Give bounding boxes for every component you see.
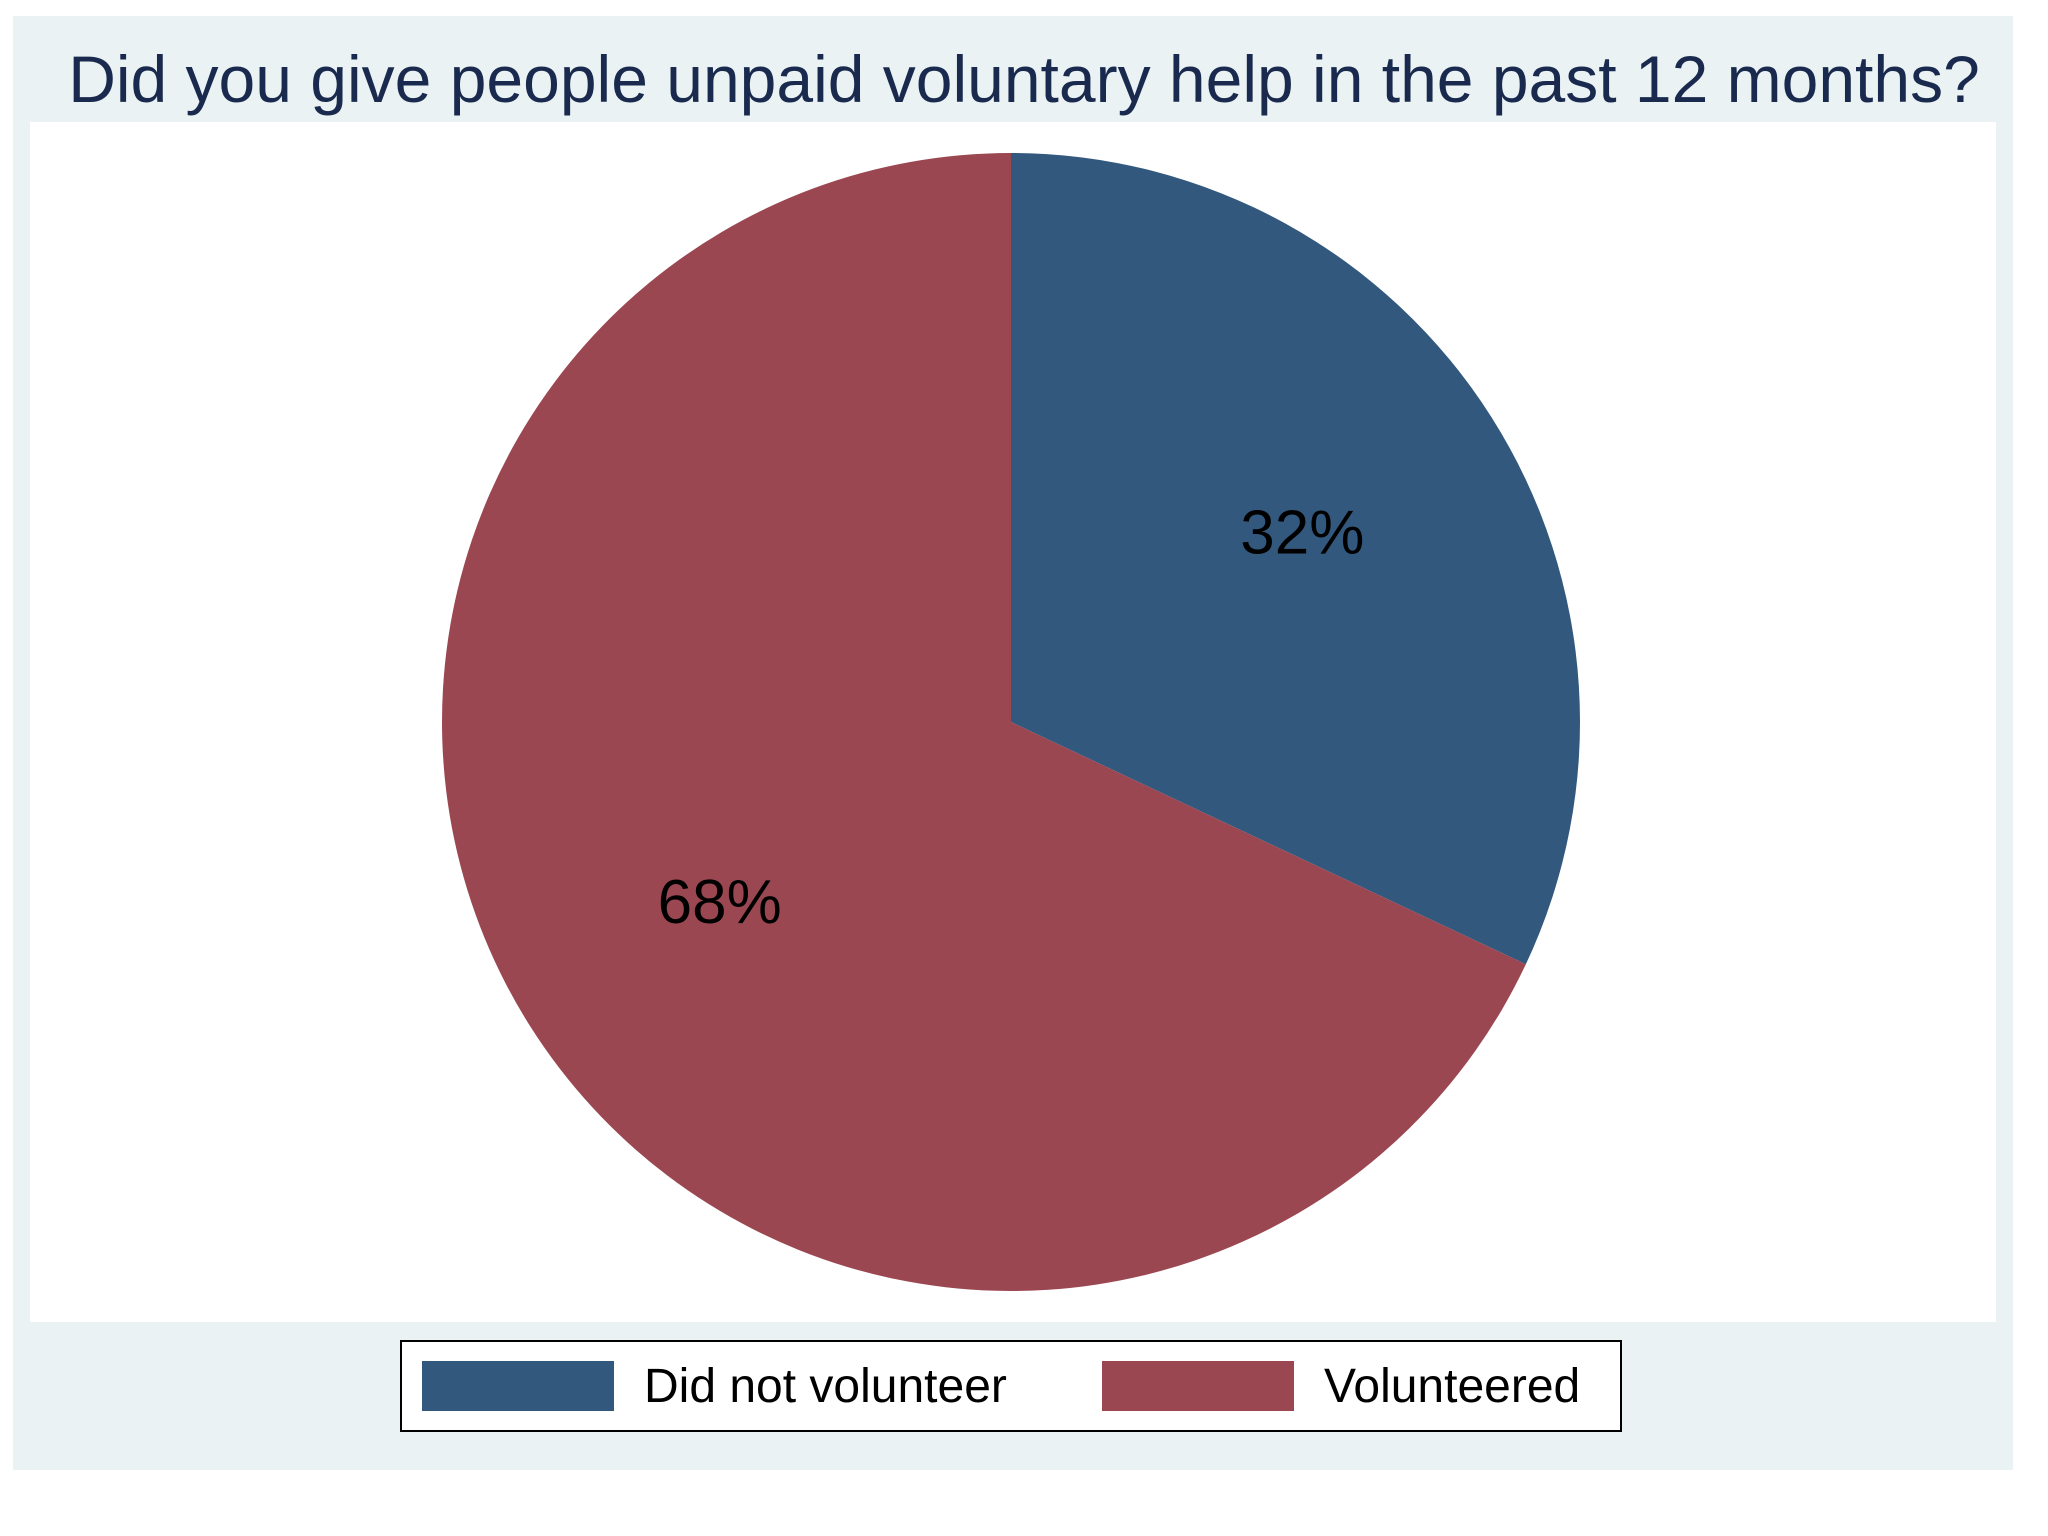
pie-slice-volunteered <box>441 153 1526 1291</box>
legend-swatch-volunteered <box>1102 1361 1294 1411</box>
chart-title: Did you give people unpaid voluntary hel… <box>68 42 1980 116</box>
pie-slice-did-not-volunteer <box>1011 153 1580 965</box>
legend-label-did-not-volunteer: Did not volunteer <box>644 1359 1007 1413</box>
legend-item-did-not-volunteer: Did not volunteer <box>422 1342 1007 1430</box>
legend-label-volunteered: Volunteered <box>1324 1359 1581 1413</box>
chart-legend: Did not volunteer Volunteered <box>400 1340 1622 1432</box>
legend-swatch-did-not-volunteer <box>422 1361 614 1411</box>
pie-label-volunteered: 68% <box>658 868 782 937</box>
pie-label-did-not-volunteer: 32% <box>1240 499 1364 568</box>
legend-item-volunteered: Volunteered <box>1102 1342 1580 1430</box>
